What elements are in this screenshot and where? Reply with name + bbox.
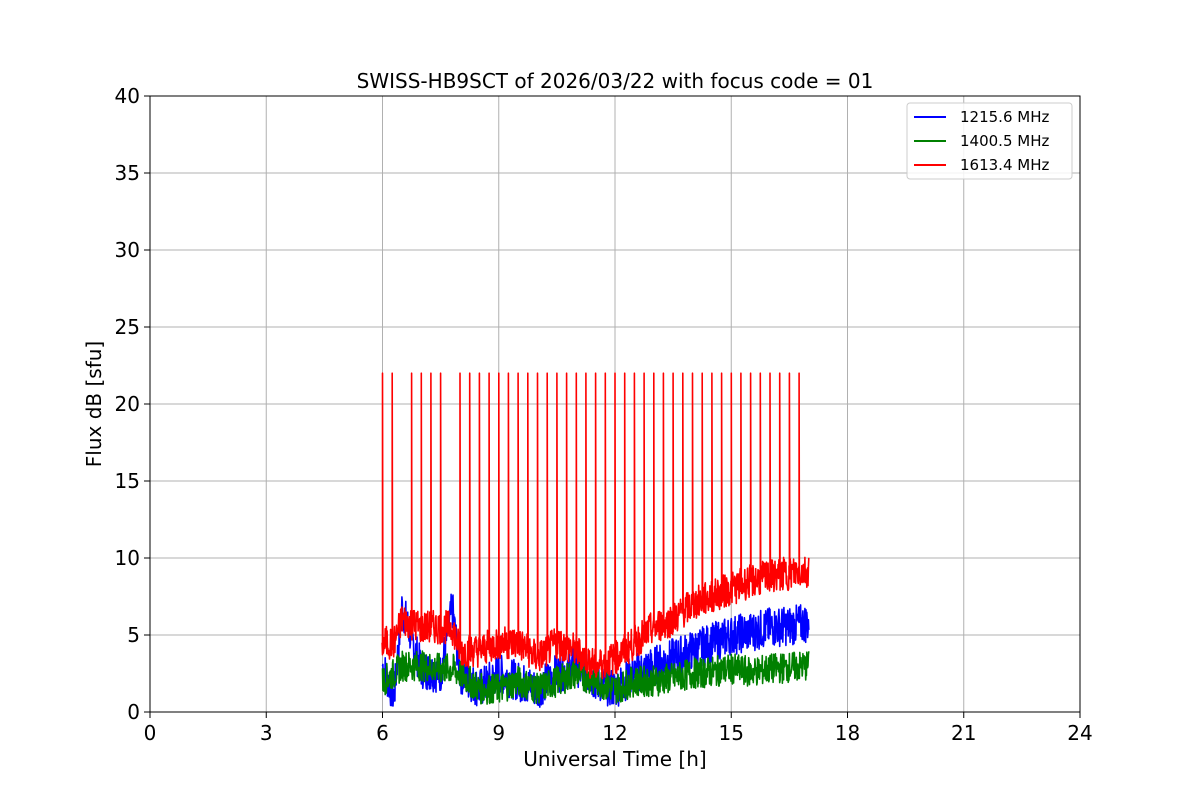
y-tick-label: 40 bbox=[115, 84, 140, 108]
y-tick-label: 0 bbox=[127, 700, 140, 724]
data-series bbox=[381, 372, 810, 708]
y-tick-label: 15 bbox=[115, 469, 140, 493]
x-tick-label: 9 bbox=[492, 721, 505, 745]
legend: 1215.6 MHz 1400.5 MHz 1613.4 MHz bbox=[906, 102, 1073, 180]
legend-label: 1613.4 MHz bbox=[960, 156, 1049, 174]
x-tick-label: 3 bbox=[260, 721, 273, 745]
series-line-1613-4-mhz bbox=[381, 372, 810, 680]
x-tick-label: 6 bbox=[376, 721, 389, 745]
chart-title: SWISS-HB9SCT of 2026/03/22 with focus co… bbox=[357, 69, 874, 93]
x-axis-title: Universal Time [h] bbox=[523, 747, 706, 771]
y-tick-label: 5 bbox=[127, 623, 140, 647]
legend-box bbox=[906, 102, 1073, 180]
legend-entry: 1613.4 MHz bbox=[914, 156, 1049, 174]
legend-entry: 1215.6 MHz bbox=[914, 108, 1049, 126]
legend-entry: 1400.5 MHz bbox=[914, 132, 1049, 150]
legend-label: 1215.6 MHz bbox=[960, 108, 1049, 126]
legend-label: 1400.5 MHz bbox=[960, 132, 1049, 150]
x-tick-label: 24 bbox=[1067, 721, 1092, 745]
x-tick-label: 15 bbox=[719, 721, 744, 745]
axis-ticks: 0 3 6 9 12 15 18 21 24 0 5 10 15 20 25 30 35 40 bbox=[115, 84, 1093, 745]
x-tick-label: 18 bbox=[835, 721, 860, 745]
y-axis-title: Flux dB [sfu] bbox=[82, 341, 106, 467]
series-line-1400-5-mhz bbox=[381, 650, 810, 705]
x-tick-label: 0 bbox=[144, 721, 157, 745]
x-tick-label: 12 bbox=[602, 721, 627, 745]
y-tick-label: 35 bbox=[115, 161, 140, 185]
y-tick-label: 30 bbox=[115, 238, 140, 262]
series-line-1215-6-mhz bbox=[381, 593, 810, 708]
x-tick-label: 21 bbox=[951, 721, 976, 745]
y-tick-label: 10 bbox=[115, 546, 140, 570]
y-tick-label: 20 bbox=[115, 392, 140, 416]
y-tick-label: 25 bbox=[115, 315, 140, 339]
